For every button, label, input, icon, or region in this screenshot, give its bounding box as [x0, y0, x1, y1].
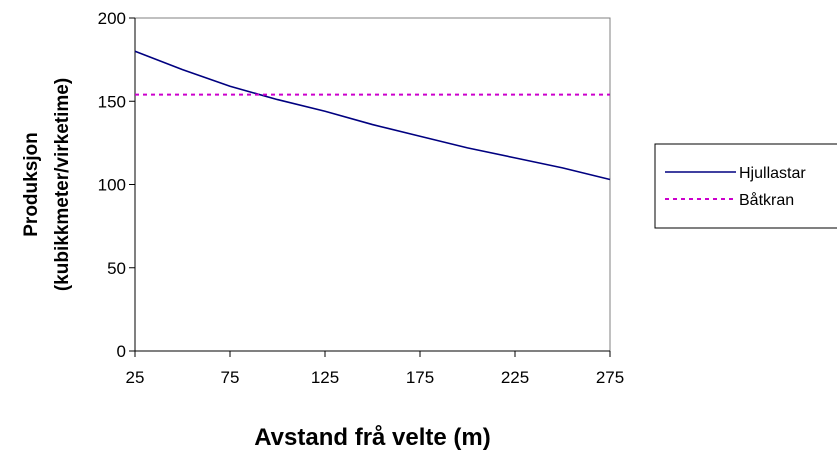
y-axis: 0 50 100 150 200: [98, 9, 136, 361]
x-tick-label: 25: [126, 368, 145, 387]
x-axis: 25 75 125 175 225 275: [126, 350, 624, 387]
x-tick-label: 125: [311, 368, 339, 387]
y-tick-label: 150: [98, 92, 126, 111]
series-line-hjullastar: [134, 50, 611, 181]
plot-area: [134, 17, 611, 352]
y-tick-label: 0: [117, 342, 126, 361]
x-tick-label: 75: [221, 368, 240, 387]
x-tick-label: 225: [501, 368, 529, 387]
y-tick-label: 200: [98, 9, 126, 28]
y-tick-label: 100: [98, 176, 126, 195]
x-axis-title: Avstand frå velte (m): [254, 424, 491, 450]
x-tick-label: 275: [596, 368, 624, 387]
legend-label-hjullastar: Hjullastar: [739, 165, 806, 182]
series-layer: [134, 50, 611, 181]
y-axis-title: Produksjon (kubikkmeter/virketime): [21, 78, 73, 291]
legend-box: [654, 143, 837, 229]
y-axis-title-line-2: (kubikkmeter/virketime): [52, 78, 73, 291]
legend: Hjullastar Båtkran: [654, 143, 837, 229]
x-tick-label: 175: [406, 368, 434, 387]
y-tick-label: 50: [107, 259, 126, 278]
legend-label-batkran: Båtkran: [739, 191, 794, 209]
y-axis-title-line-1: Produksjon: [21, 132, 42, 237]
